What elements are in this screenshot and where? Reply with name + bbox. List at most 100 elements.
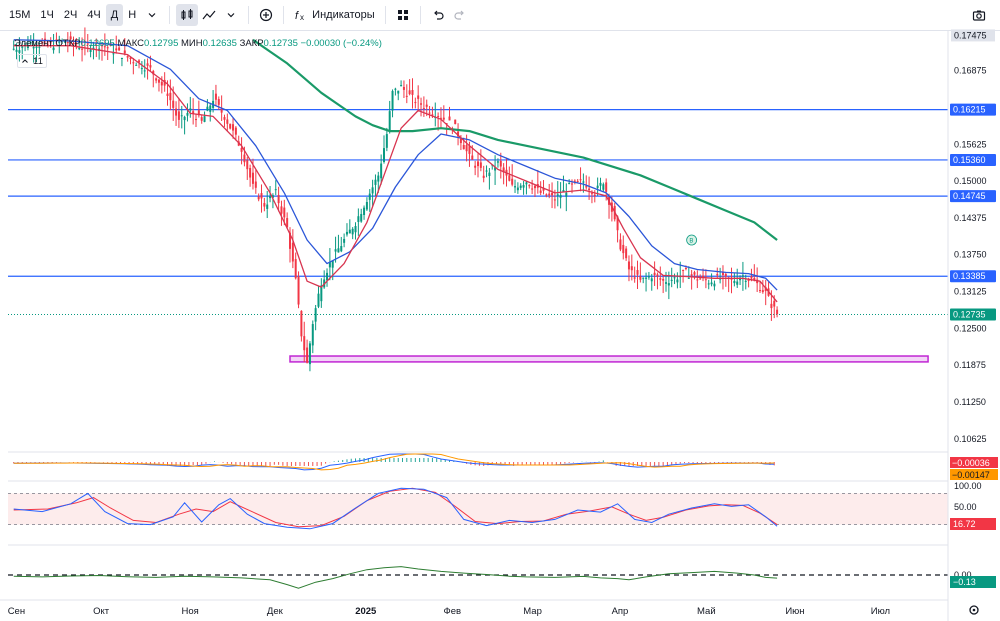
time-axis-label: Апр bbox=[612, 606, 629, 617]
candle-body bbox=[673, 277, 676, 279]
undo-icon[interactable] bbox=[427, 4, 449, 26]
gear-icon[interactable] bbox=[969, 605, 979, 615]
candle-body bbox=[157, 79, 160, 83]
timeframe-day[interactable]: Д bbox=[105, 4, 124, 26]
stoch-value-box bbox=[950, 518, 996, 530]
candle-body bbox=[676, 279, 679, 283]
candle-body bbox=[354, 226, 357, 233]
candle-body bbox=[283, 207, 286, 218]
time-axis-label: Ноя bbox=[181, 606, 198, 617]
candle-body bbox=[277, 194, 280, 204]
candle-body bbox=[374, 179, 377, 185]
candles-icon[interactable] bbox=[176, 4, 199, 26]
candle-body bbox=[52, 47, 55, 51]
add-circle-icon[interactable] bbox=[255, 4, 277, 26]
candle-body bbox=[92, 47, 95, 50]
chevron-down-icon[interactable] bbox=[141, 4, 163, 26]
candle-body bbox=[138, 60, 141, 63]
candle-body bbox=[38, 46, 41, 48]
signal-marker[interactable] bbox=[686, 234, 698, 246]
macd-signal-box bbox=[950, 469, 998, 480]
svg-text:x: x bbox=[300, 13, 304, 22]
candle-body bbox=[348, 229, 351, 234]
support-zone[interactable] bbox=[289, 355, 929, 363]
timeframe-4h[interactable]: 4Ч bbox=[87, 9, 101, 21]
line-chart-icon[interactable] bbox=[198, 4, 220, 26]
indicators-toggle[interactable]: 11 bbox=[17, 54, 47, 68]
candle-body bbox=[548, 193, 551, 196]
redo-icon[interactable] bbox=[449, 4, 471, 26]
candle-body bbox=[682, 270, 685, 272]
timeframe-1h[interactable]: 1Ч bbox=[40, 9, 54, 21]
candle-body bbox=[385, 134, 388, 148]
candle-body bbox=[24, 43, 27, 45]
level-label: 0.15360 bbox=[953, 155, 986, 165]
candle-body bbox=[744, 280, 747, 282]
candle-body bbox=[556, 194, 559, 196]
candle-body bbox=[428, 112, 431, 114]
candle-body bbox=[684, 268, 687, 270]
candle-body bbox=[206, 106, 209, 111]
candle-body bbox=[81, 48, 84, 50]
candle-body bbox=[633, 277, 636, 279]
candle-body bbox=[411, 90, 414, 95]
candle-body bbox=[659, 278, 662, 280]
timeframe-week[interactable]: Н bbox=[128, 9, 137, 21]
stoch-k-line bbox=[13, 487, 778, 530]
candle-body bbox=[477, 161, 479, 167]
candle-body bbox=[203, 116, 206, 122]
candle-body bbox=[716, 274, 719, 276]
candle-body bbox=[400, 85, 403, 87]
candle-body bbox=[115, 48, 118, 51]
candle-body bbox=[622, 244, 625, 254]
candle-body bbox=[602, 184, 605, 190]
candle-body bbox=[72, 43, 75, 45]
candle-body bbox=[58, 41, 61, 43]
price-tick-label: 0.11875 bbox=[954, 360, 986, 370]
candle-body bbox=[106, 47, 109, 49]
osc-line bbox=[13, 566, 778, 589]
high-label: МАКС bbox=[117, 38, 145, 49]
candle-body bbox=[69, 36, 72, 40]
chevron-down-icon[interactable] bbox=[220, 4, 242, 26]
timeframe-15m[interactable]: 15M bbox=[9, 9, 31, 21]
candle-body bbox=[365, 202, 368, 210]
candle-body bbox=[254, 181, 257, 188]
candle-body bbox=[35, 46, 38, 48]
close-label: ЗАКР bbox=[239, 38, 264, 49]
camera-icon[interactable] bbox=[968, 4, 990, 26]
candle-body bbox=[294, 259, 297, 279]
candle-body bbox=[642, 277, 645, 279]
candle-body bbox=[539, 190, 542, 193]
candle-body bbox=[197, 110, 200, 116]
candle-body bbox=[776, 309, 779, 314]
candle-body bbox=[568, 183, 571, 185]
macd-signal-label: −0.00147 bbox=[952, 470, 990, 480]
candle-body bbox=[656, 274, 659, 277]
candle-body bbox=[123, 50, 126, 54]
candle-body bbox=[693, 272, 696, 275]
stoch-value-label: 16.72 bbox=[953, 519, 976, 529]
candle-body bbox=[343, 238, 346, 243]
candle-body bbox=[340, 246, 343, 252]
candle-body bbox=[351, 228, 354, 235]
symbol-label: Элемент bbox=[14, 38, 53, 49]
candle-body bbox=[175, 108, 178, 116]
candle-body bbox=[499, 160, 502, 167]
candle-body bbox=[702, 275, 705, 278]
timeframe-2h[interactable]: 2Ч bbox=[63, 9, 78, 21]
candle-body bbox=[494, 167, 497, 171]
candle-body bbox=[78, 48, 81, 50]
level-label: 0.14745 bbox=[953, 191, 986, 201]
candle-body bbox=[551, 192, 554, 196]
candle-body bbox=[189, 108, 192, 111]
candle-body bbox=[63, 41, 66, 43]
layout-grid-icon[interactable] bbox=[392, 4, 414, 26]
candle-body bbox=[155, 78, 158, 81]
candle-body bbox=[485, 170, 488, 172]
moving-average-fast bbox=[13, 45, 778, 303]
moving-average-slow bbox=[252, 38, 778, 241]
candle-body bbox=[271, 195, 274, 198]
